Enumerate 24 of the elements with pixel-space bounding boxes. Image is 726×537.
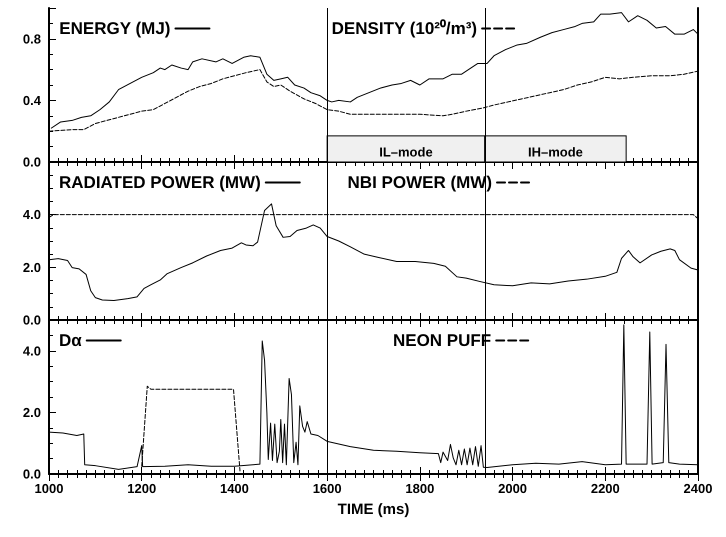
y-tick-label: 4.0 — [22, 207, 41, 222]
y-tick-label: 2.0 — [22, 260, 41, 275]
legend-label: RADIATED POWER (MW) — [58, 173, 261, 192]
x-tick-label: 1000 — [34, 481, 64, 496]
band-label: IH–mode — [528, 144, 583, 160]
y-tick-label: 0.0 — [22, 312, 41, 328]
x-tick-label: 1600 — [312, 481, 342, 496]
y-tick-label: 0.8 — [22, 31, 41, 46]
x-axis-title: TIME (ms) — [338, 501, 410, 518]
legend-label: DENSITY (10²⁰/m³) — [332, 19, 478, 38]
x-tick-label: 2200 — [590, 481, 620, 496]
y-tick-label: 0.0 — [22, 466, 41, 482]
x-tick-label: 1200 — [127, 481, 156, 496]
y-tick-label: 4.0 — [22, 343, 41, 358]
legend-label: Dα — [58, 331, 82, 350]
x-tick-label: 1400 — [220, 481, 249, 496]
y-tick-label: 0.0 — [22, 154, 41, 170]
band-label: IL–mode — [379, 144, 433, 160]
x-tick-label: 2000 — [498, 481, 528, 496]
x-tick-label: 2400 — [684, 481, 712, 496]
y-tick-label: 2.0 — [22, 404, 41, 420]
x-tick-label: 1800 — [405, 481, 434, 496]
legend-label: ENERGY (MJ) — [59, 19, 170, 38]
y-tick-label: 0.4 — [22, 92, 42, 108]
